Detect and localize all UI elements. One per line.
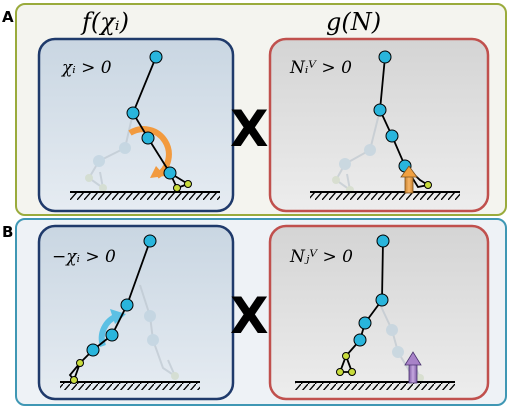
ground-hatch (295, 382, 455, 390)
ankle-joint (358, 316, 372, 330)
knee-joint (120, 298, 134, 312)
condition-normal-force-i: Nᵢⱽ > 0 (289, 58, 352, 78)
stance-leg (336, 234, 390, 376)
right-column-title: g(N) (326, 8, 381, 36)
hip-torque-arc (128, 126, 172, 179)
faded-leg (139, 284, 179, 380)
toe-marker (342, 352, 350, 360)
left-box-a: χᵢ > 0 (37, 37, 235, 213)
faded-leg (377, 299, 424, 382)
right-box-a: Nᵢⱽ > 0 (268, 37, 490, 213)
knee-joint (375, 293, 389, 307)
foot-joint (353, 333, 367, 347)
foot-joint (86, 343, 100, 357)
condition-normal-force-j: Nⱼⱽ > 0 (289, 247, 353, 267)
hip-joint (378, 50, 392, 64)
left-column-title: f(χᵢ) (80, 8, 129, 36)
hip-joint (143, 234, 157, 248)
panel-a: A f(χᵢ) g(N) χᵢ > 0 (2, 3, 507, 216)
hip-joint (376, 234, 390, 248)
ankle-joint (105, 328, 119, 342)
heel-marker (336, 368, 344, 376)
faded-leg (85, 112, 134, 192)
normal-force-arrow (404, 351, 422, 384)
left-box-b: −χᵢ > 0 (37, 224, 235, 401)
normal-force-arrow (400, 165, 418, 194)
condition-neg-chi-positive: −χᵢ > 0 (52, 247, 116, 267)
right-box-b: Nⱼⱽ > 0 (268, 224, 490, 401)
toe-marker (424, 181, 432, 189)
heel-marker (70, 376, 78, 384)
multiply-operator: X (230, 287, 269, 345)
heel-marker (173, 184, 181, 192)
torque-arrowhead (110, 309, 126, 324)
ground-hatch (310, 192, 460, 200)
condition-chi-positive: χᵢ > 0 (61, 58, 112, 78)
hip-joint (149, 50, 163, 64)
multiply-operator: X (230, 100, 269, 158)
panel-b-label: B (2, 223, 13, 241)
knee-joint (373, 103, 387, 117)
toe-marker (348, 368, 356, 376)
ground-hatch (70, 192, 220, 200)
stance-leg (126, 50, 192, 192)
toe-marker (76, 359, 84, 367)
ankle-joint (385, 129, 399, 143)
torque-arrowhead (150, 166, 165, 178)
stance-leg (68, 234, 157, 384)
knee-joint (126, 106, 140, 120)
ground-hatch (60, 382, 200, 390)
panel-b: B −χᵢ > 0 (2, 218, 507, 406)
panel-a-label: A (2, 8, 14, 26)
toe-marker (184, 180, 192, 188)
ankle-joint (141, 131, 155, 145)
foot-joint (163, 166, 177, 180)
